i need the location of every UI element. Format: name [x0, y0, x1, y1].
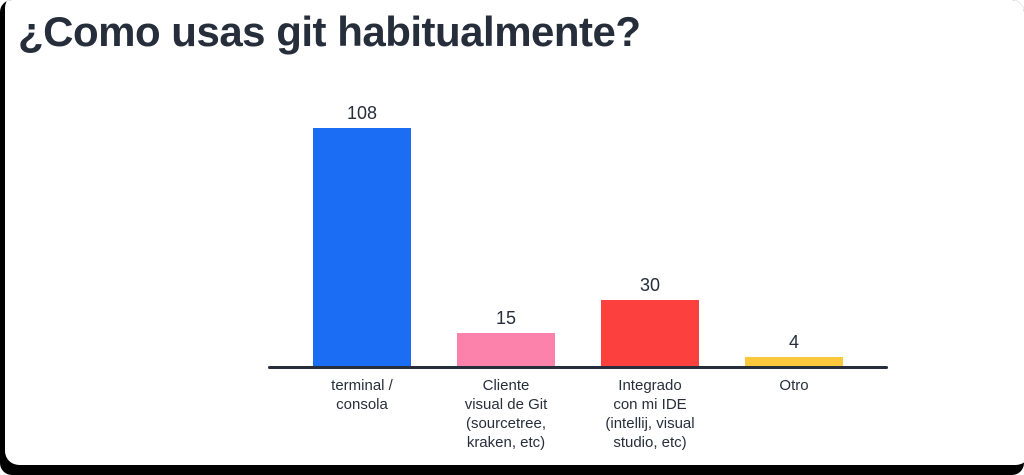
chart-title: ¿Como usas git habitualmente?: [18, 8, 641, 55]
bar-0: [313, 128, 411, 366]
bar-value-0: 108: [346, 103, 378, 123]
plot-area: 108 15 30 4: [268, 95, 888, 366]
bar-value-1: 15: [495, 308, 517, 328]
bar-chart: 108 15 30 4 terminal / consola Cliente visua…: [268, 95, 888, 455]
bar-value-2: 30: [639, 275, 661, 295]
bar-1: [457, 333, 555, 366]
bar-value-3: 4: [788, 332, 799, 352]
chart-card: ¿Como usas git habitualmente? 108 15 30 4 t…: [5, 0, 1024, 465]
x-axis-labels: terminal / consola Cliente visual de Git …: [268, 376, 888, 455]
bar-2: [601, 300, 699, 366]
x-axis-label-2: Integrado con mi IDE (intellij, visual s…: [605, 377, 695, 451]
x-axis-label-0: terminal / consola: [331, 377, 393, 413]
x-axis-label-3: Otro: [779, 377, 809, 394]
bar-3: [745, 357, 843, 366]
x-axis-label-1: Cliente visual de Git (sourcetree, krake…: [464, 377, 548, 451]
x-axis-line: [268, 366, 888, 369]
